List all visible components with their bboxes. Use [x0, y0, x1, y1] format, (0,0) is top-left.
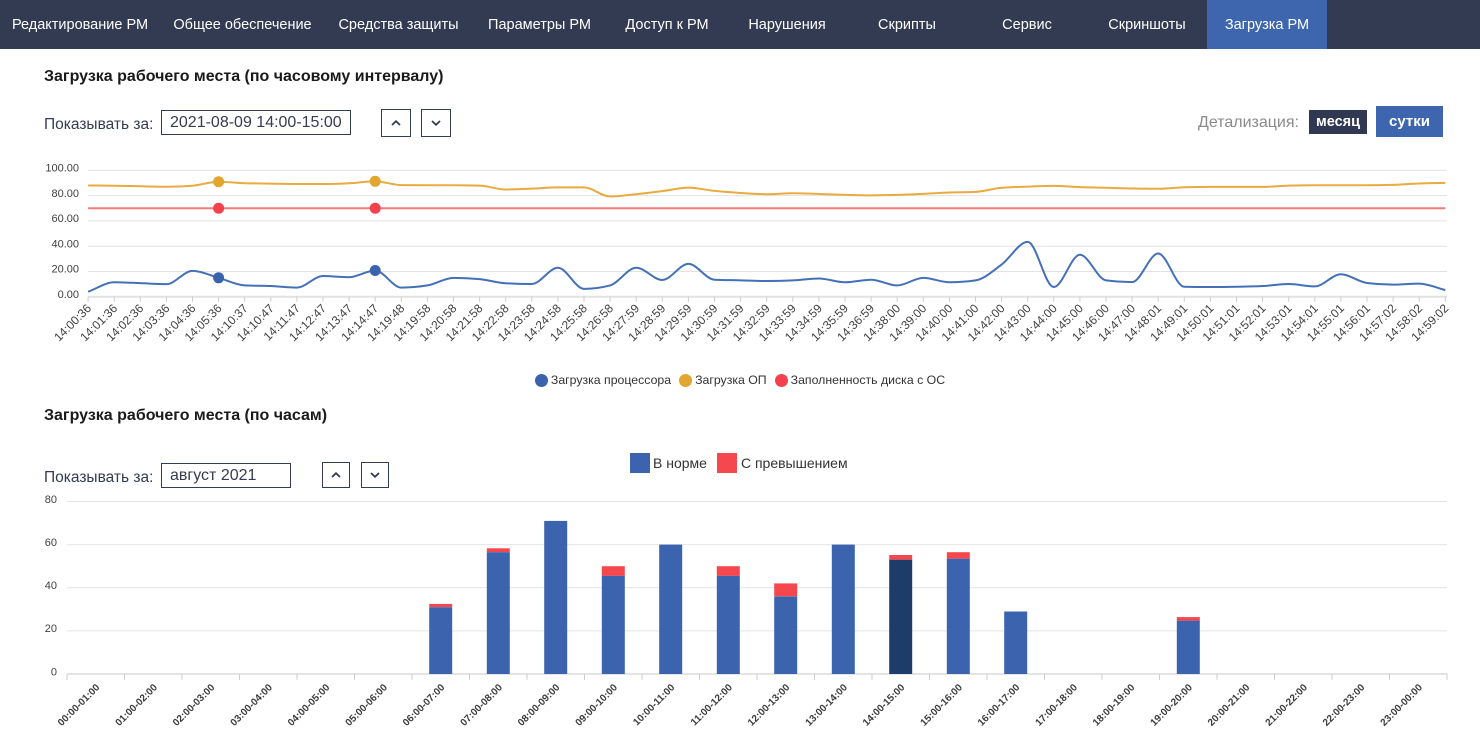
svg-text:20:00-21:00: 20:00-21:00 [1206, 682, 1253, 729]
svg-text:40: 40 [45, 580, 57, 592]
svg-text:02:00-03:00: 02:00-03:00 [171, 682, 218, 729]
svg-text:15:00-16:00: 15:00-16:00 [919, 682, 966, 729]
svg-text:03:00-04:00: 03:00-04:00 [229, 682, 276, 729]
svg-text:09:00-10:00: 09:00-10:00 [574, 682, 621, 729]
svg-text:12:00-13:00: 12:00-13:00 [746, 682, 793, 729]
svg-text:23:00-00:00: 23:00-00:00 [1379, 682, 1426, 729]
svg-text:13:00-14:00: 13:00-14:00 [804, 682, 851, 729]
svg-text:17:00-18:00: 17:00-18:00 [1034, 682, 1081, 729]
svg-text:60: 60 [45, 537, 57, 549]
svg-text:05:00-06:00: 05:00-06:00 [344, 682, 391, 729]
svg-text:00:00-01:00: 00:00-01:00 [56, 682, 103, 729]
svg-text:06:00-07:00: 06:00-07:00 [401, 682, 448, 729]
svg-text:100.00: 100.00 [45, 163, 79, 175]
svg-text:08:00-09:00: 08:00-09:00 [516, 682, 563, 729]
svg-text:16:00-17:00: 16:00-17:00 [976, 682, 1023, 729]
svg-text:0: 0 [51, 666, 57, 678]
svg-text:01:00-02:00: 01:00-02:00 [114, 682, 161, 729]
svg-text:11:00-12:00: 11:00-12:00 [689, 682, 735, 728]
svg-text:20: 20 [45, 623, 57, 635]
svg-text:07:00-08:00: 07:00-08:00 [459, 682, 506, 729]
svg-text:14:00-15:00: 14:00-15:00 [861, 682, 908, 729]
svg-text:04:00-05:00: 04:00-05:00 [286, 682, 333, 729]
svg-text:40.00: 40.00 [51, 238, 79, 250]
svg-text:60.00: 60.00 [51, 213, 79, 225]
svg-text:18:00-19:00: 18:00-19:00 [1091, 682, 1138, 729]
svg-text:10:00-11:00: 10:00-11:00 [631, 682, 677, 728]
svg-text:0.00: 0.00 [58, 289, 79, 301]
svg-text:21:00-22:00: 21:00-22:00 [1264, 682, 1311, 729]
svg-text:20.00: 20.00 [51, 264, 79, 276]
svg-text:19:00-20:00: 19:00-20:00 [1149, 682, 1196, 729]
svg-text:80.00: 80.00 [51, 188, 79, 200]
svg-text:22:00-23:00: 22:00-23:00 [1321, 682, 1368, 729]
svg-text:80: 80 [45, 494, 57, 506]
